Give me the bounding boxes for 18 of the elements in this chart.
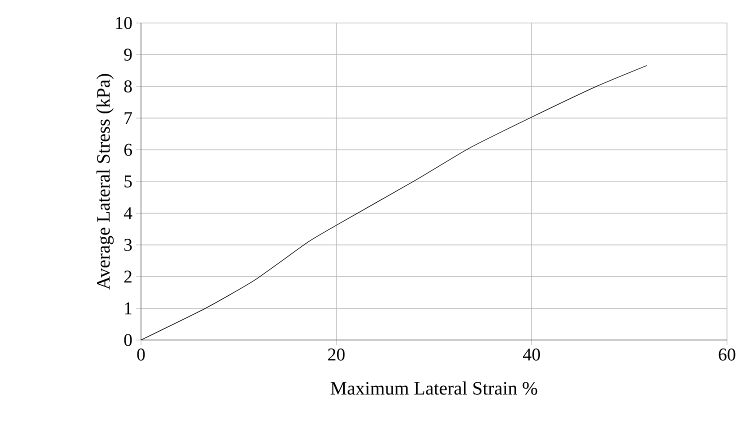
x-tick-label: 60	[718, 348, 736, 361]
y-tick-label: 5	[124, 176, 132, 188]
y-tick-label: 9	[124, 48, 132, 61]
y-tick-label: 2	[124, 270, 132, 283]
y-tick-label: 3	[124, 238, 132, 251]
y-tick-label: 7	[124, 112, 132, 124]
y-tick-label: 6	[124, 144, 132, 156]
y-tick-label: 10	[116, 16, 132, 30]
y-tick-label: 1	[125, 302, 132, 314]
x-tick-label: 20	[328, 348, 345, 361]
x-axis-title: Maximum Lateral Strain %	[330, 381, 538, 395]
y-tick-label: 4	[124, 207, 132, 220]
y-tick-label: 8	[124, 80, 132, 92]
x-tick-label: 0	[137, 348, 145, 361]
y-tick-label: 0	[124, 334, 132, 346]
x-tick-label: 40	[523, 348, 540, 361]
line-series	[141, 65, 648, 340]
y-axis-title: Average Lateral Stress (kPa)	[96, 74, 114, 290]
